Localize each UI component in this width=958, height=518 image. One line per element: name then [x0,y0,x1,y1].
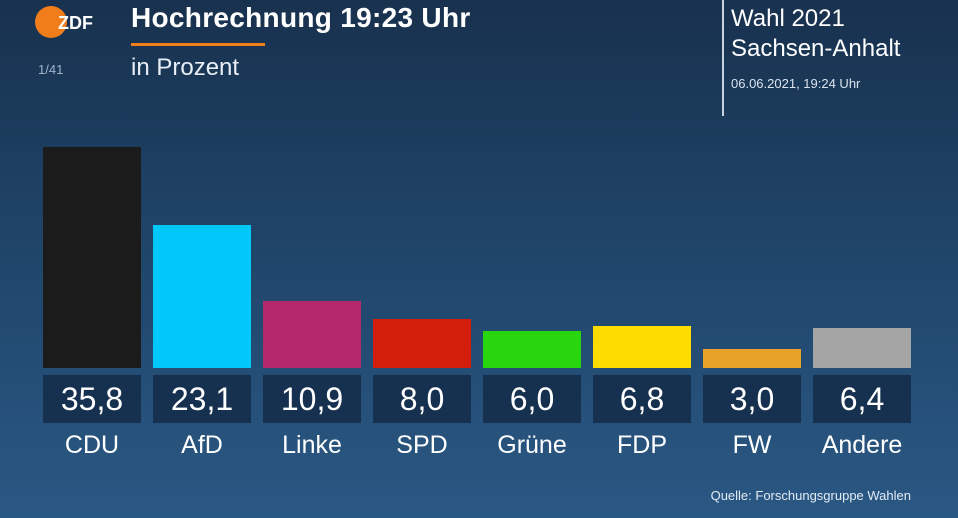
category-label-afd: AfD [181,431,223,459]
category-label-linke: Linke [282,431,342,459]
bar-spd [373,319,471,368]
source-note: Quelle: Forschungsgruppe Wahlen [710,488,911,503]
category-label-andere: Andere [821,431,903,459]
page-indicator: 1/41 [38,62,64,77]
header-divider [722,0,724,116]
value-label-gruene: 6,0 [483,375,581,423]
bar-fw [703,349,801,368]
value-label-spd: 8,0 [373,375,471,423]
value-label-cdu: 35,8 [43,375,141,423]
value-label-fdp: 6,8 [593,375,691,423]
election-name: Wahl 2021 Sachsen-Anhalt [731,4,900,64]
category-label-fw: FW [732,431,772,459]
bar-afd [153,225,251,368]
bar-linke [263,301,361,368]
category-label-gruene: Grüne [497,431,567,459]
bar-cdu [43,147,141,368]
category-label-cdu: CDU [64,431,120,459]
zdf-logo-text: ZDF [58,13,93,33]
page-title: Hochrechnung 19:23 Uhr [131,2,471,33]
bar-fdp [593,326,691,368]
value-label-fw: 3,0 [703,375,801,423]
election-title: Wahl 2021 [731,5,845,32]
value-label-andere: 6,4 [813,375,911,423]
bar-andere [813,328,911,368]
title-underline [131,43,265,46]
bar-gruene [483,331,581,368]
value-label-afd: 23,1 [153,375,251,423]
election-region: Sachsen-Anhalt [731,35,901,62]
category-label-fdp: FDP [617,431,667,459]
value-label-linke: 10,9 [263,375,361,423]
page-subtitle: in Prozent [131,54,240,81]
zdf-logo-circle [35,6,67,38]
zdf-logo: ZDF [35,6,93,38]
category-label-spd: SPD [396,431,448,459]
timestamp: 06.06.2021, 19:24 Uhr [731,76,861,91]
